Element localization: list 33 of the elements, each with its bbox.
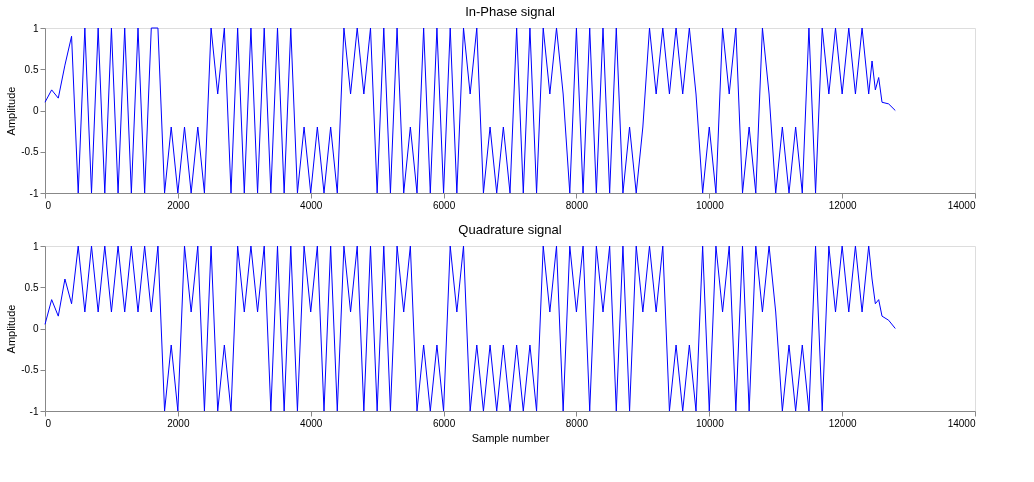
y-tick-label: 0 (32, 323, 39, 334)
x-tick-label: 14000 (947, 417, 976, 429)
x-tick-label: 10000 (695, 199, 725, 211)
x-tick-label: 6000 (432, 417, 456, 429)
x-tick-label: 4000 (300, 417, 323, 429)
y-tick-label: -0.5 (21, 364, 39, 376)
x-tick-label: 6000 (432, 199, 456, 211)
y-tick-label: -1 (29, 187, 39, 199)
x-tick-label: 12000 (828, 199, 857, 211)
x-tick-label: 14000 (947, 199, 976, 211)
x-tick-label: 0 (45, 199, 52, 211)
x-tick-label: 8000 (565, 199, 589, 211)
y-tick-label: -0.5 (21, 146, 39, 158)
y-tick-label: 1 (32, 240, 39, 252)
x-tick-label: 2000 (167, 199, 190, 211)
chart-title: Quadrature signal (458, 222, 562, 237)
y-tick-label: 0.5 (24, 281, 39, 293)
x-tick-label: 2000 (167, 417, 190, 429)
x-axis-title: Sample number (471, 431, 550, 444)
y-tick-label: 1 (32, 22, 39, 34)
line-series (44, 27, 896, 194)
y-axis-title: Amplitude (5, 86, 18, 136)
x-tick-label: 4000 (300, 199, 323, 211)
y-tick-label: 0.5 (24, 63, 39, 75)
chart-title: In-Phase signal (465, 4, 555, 19)
y-axis-title: Amplitude (5, 304, 18, 354)
line-series (44, 245, 896, 412)
x-tick-label: 12000 (828, 417, 857, 429)
x-tick-label: 10000 (695, 417, 725, 429)
x-tick-label: 8000 (565, 417, 589, 429)
y-tick-label: -1 (29, 405, 39, 417)
y-tick-label: 0 (32, 105, 39, 116)
x-tick-label: 0 (45, 417, 52, 429)
